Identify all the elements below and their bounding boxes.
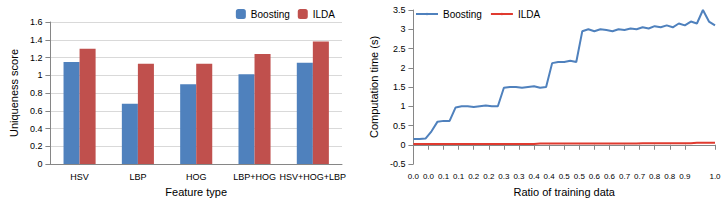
svg-text:HSV+HOG+LBP: HSV+HOG+LBP [280, 172, 347, 182]
svg-text:0.2: 0.2 [468, 172, 480, 181]
svg-text:0.6: 0.6 [589, 172, 601, 181]
svg-text:0.1: 0.1 [438, 172, 450, 181]
svg-text:LBP+HOG: LBP+HOG [233, 172, 276, 182]
svg-text:HSV: HSV [70, 172, 89, 182]
svg-text:0.6: 0.6 [30, 106, 43, 116]
svg-text:1.2: 1.2 [30, 53, 43, 63]
svg-text:0.7: 0.7 [634, 172, 646, 181]
svg-text:0.4: 0.4 [30, 124, 43, 134]
svg-text:HOG: HOG [186, 172, 207, 182]
svg-text:2.5: 2.5 [393, 44, 406, 54]
svg-text:0: 0 [400, 140, 405, 150]
svg-text:0.2: 0.2 [30, 141, 43, 151]
svg-text:3.5: 3.5 [393, 5, 406, 15]
svg-text:0.3: 0.3 [498, 172, 510, 181]
svg-text:LBP: LBP [129, 172, 146, 182]
svg-text:0.5: 0.5 [574, 172, 586, 181]
svg-text:ILDA: ILDA [313, 9, 336, 20]
svg-text:0.8: 0.8 [30, 88, 43, 98]
svg-text:Boosting: Boosting [251, 9, 290, 20]
svg-text:ILDA: ILDA [518, 9, 541, 20]
svg-text:1: 1 [37, 70, 42, 80]
svg-text:0.6: 0.6 [604, 172, 616, 181]
svg-text:1.0: 1.0 [709, 172, 721, 181]
svg-text:0.8: 0.8 [664, 172, 676, 181]
svg-text:1.6: 1.6 [30, 17, 43, 27]
svg-text:Computation time (s): Computation time (s) [368, 36, 380, 138]
svg-text:0.4: 0.4 [528, 172, 540, 181]
svg-text:0.0: 0.0 [408, 172, 420, 181]
svg-text:0.7: 0.7 [619, 172, 631, 181]
svg-text:2: 2 [400, 63, 405, 73]
svg-text:0.3: 0.3 [513, 172, 525, 181]
svg-text:0.2: 0.2 [483, 172, 495, 181]
svg-text:Boosting: Boosting [443, 9, 482, 20]
svg-text:Feature type: Feature type [165, 186, 227, 198]
svg-text:Ratio of training data: Ratio of training data [513, 186, 615, 198]
svg-text:1.5: 1.5 [393, 82, 406, 92]
svg-text:0.5: 0.5 [393, 121, 406, 131]
svg-text:0.9: 0.9 [679, 172, 691, 181]
svg-text:0.1: 0.1 [453, 172, 465, 181]
svg-text:1.4: 1.4 [30, 35, 43, 45]
svg-text:0.8: 0.8 [649, 172, 661, 181]
svg-text:3: 3 [400, 24, 405, 34]
svg-text:0.0: 0.0 [423, 172, 435, 181]
svg-text:0.4: 0.4 [544, 172, 556, 181]
svg-text:0: 0 [37, 159, 42, 169]
svg-text:0.5: 0.5 [559, 172, 571, 181]
svg-text:Uniqueness score: Uniqueness score [8, 49, 20, 137]
svg-text:1: 1 [400, 101, 405, 111]
svg-text:-0.5: -0.5 [390, 159, 406, 169]
